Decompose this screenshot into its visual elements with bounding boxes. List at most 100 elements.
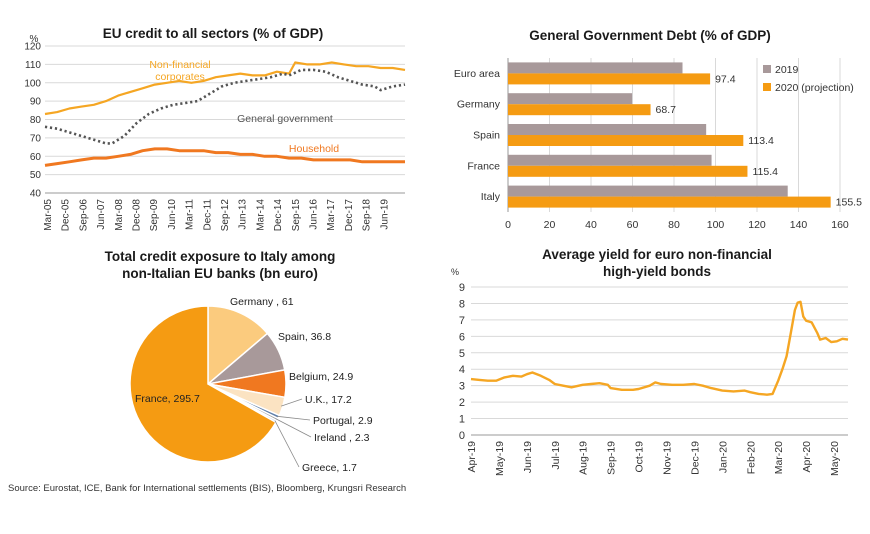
gov-debt-data-label: 113.4 [748, 135, 774, 147]
gov-debt-bar-2020 [508, 73, 711, 85]
hy-yield-x-tick: Dec-19 [689, 441, 701, 475]
gov-debt-x-tick: 140 [790, 219, 808, 231]
eu-credit-y-tick: 110 [25, 60, 41, 71]
pie-label: Spain, 36.8 [278, 331, 331, 343]
hy-yield-x-tick: Nov-19 [661, 441, 673, 475]
eu-credit-y-tick: 40 [30, 189, 42, 200]
eu-credit-x-tick: Sep-15 [291, 199, 302, 232]
gov-debt-bar-2020 [508, 196, 831, 208]
pie-slice-7 [129, 305, 277, 463]
hy-yield-x-tick: Apr-19 [466, 441, 478, 473]
italy-exposure-title-line2: non-Italian EU banks (bn euro) [122, 266, 318, 281]
hy-yield-y-tick: 0 [459, 430, 465, 442]
gov-debt-data-label: 155.5 [836, 197, 862, 209]
hy-yield-x-tick: Apr-20 [801, 441, 813, 473]
eu-credit-x-tick: Jun-10 [167, 199, 178, 230]
hy-yield-x-tick: May-19 [494, 441, 506, 476]
pie-leader-line [281, 398, 303, 407]
eu-credit-x-tick: Jun-13 [238, 199, 249, 230]
eu-credit-series-2 [44, 147, 405, 167]
pie-label: Germany , 61 [230, 296, 294, 308]
hy-yield-x-tick: Sep-19 [606, 441, 618, 475]
eu-credit-series-1 [44, 68, 406, 145]
hy-yield-y-tick: 1 [459, 414, 465, 426]
eu-credit-chart: EU credit to all sectors (% of GDP) % 40… [24, 26, 406, 232]
hy-yield-x-tick: Aug-19 [578, 441, 590, 475]
italy-exposure-chart: Total credit exposure to Italy among non… [105, 249, 373, 474]
gov-debt-x-tick: 0 [505, 219, 511, 231]
gov-debt-data-label: 115.4 [752, 166, 778, 178]
pie-leader-line [274, 420, 300, 468]
legend-label-2020: 2020 (projection) [775, 82, 854, 94]
hy-yield-y-tick: 9 [459, 282, 465, 294]
eu-credit-x-tick: Dec-14 [273, 199, 284, 232]
eu-credit-y-tick: 120 [24, 42, 41, 53]
gov-debt-bar-2019 [508, 154, 712, 166]
hy-yield-y-tick: 5 [459, 348, 465, 360]
pie-label: U.K., 17.2 [305, 394, 352, 406]
hy-yield-y-tick: 8 [459, 298, 465, 310]
gov-debt-x-tick: 60 [627, 219, 639, 231]
gov-debt-chart: General Government Debt (% of GDP) 0 20 40… [454, 28, 862, 231]
eu-credit-x-tick: Sep-06 [78, 199, 89, 232]
eu-credit-y-tick: 50 [30, 170, 42, 181]
gov-debt-x-tick: 80 [668, 219, 680, 231]
gov-debt-bar-2019 [508, 62, 683, 74]
gov-debt-bar-2020 [508, 135, 744, 146]
hy-yield-x-tick: Jan-20 [717, 441, 729, 473]
hy-yield-y-unit: % [451, 267, 459, 277]
gov-debt-bar-2020 [508, 104, 651, 116]
series-label-household: Household [289, 143, 339, 155]
gov-debt-bar-2019 [508, 124, 707, 135]
hy-yield-series [470, 300, 849, 396]
italy-exposure-title-line1: Total credit exposure to Italy among [105, 249, 336, 264]
hy-yield-x-tick: Mar-20 [773, 441, 785, 474]
gov-debt-title: General Government Debt (% of GDP) [529, 28, 771, 43]
gov-debt-x-tick: 100 [707, 219, 725, 231]
eu-credit-x-tick: Mar-11 [185, 199, 196, 230]
eu-credit-x-tick: Sep-09 [149, 199, 160, 232]
series-label-nonfin-2: corporates [155, 71, 205, 83]
eu-credit-x-tick: Jun-19 [379, 199, 390, 230]
eu-credit-y-tick: 70 [30, 133, 42, 144]
series-label-nonfin: Non-financial [149, 59, 210, 71]
pie-label: Greece, 1.7 [302, 462, 357, 474]
hy-yield-x-tick: Jul-19 [550, 441, 562, 470]
eu-credit-x-tick: Dec-11 [202, 199, 213, 231]
pie-label: Ireland , 2.3 [314, 432, 370, 444]
eu-credit-x-tick: Mar-05 [43, 199, 54, 231]
hy-yield-title-line1: Average yield for euro non-financial [542, 247, 772, 262]
gov-debt-category-label: Italy [481, 191, 501, 203]
hy-yield-x-tick: Oct-19 [634, 441, 646, 473]
gov-debt-category-label: France [467, 160, 500, 172]
gov-debt-x-tick: 20 [544, 219, 556, 231]
series-label-gov: General government [237, 113, 333, 125]
hy-yield-chart: Average yield for euro non-financial hig… [451, 247, 849, 476]
gov-debt-bar-2019 [508, 185, 788, 197]
eu-credit-x-tick: Dec-05 [61, 199, 72, 232]
hy-yield-y-tick: 6 [459, 331, 465, 343]
eu-credit-y-tick: 100 [24, 78, 41, 89]
eu-credit-x-tick: Sep-18 [362, 199, 373, 232]
eu-credit-series-0 [44, 61, 406, 116]
legend-swatch-2020 [763, 83, 771, 91]
pie-label: France, 295.7 [135, 393, 200, 405]
pie-slice-0 [207, 305, 269, 386]
legend-label-2019: 2019 [775, 64, 799, 76]
eu-credit-y-tick: 90 [30, 97, 42, 108]
hy-yield-y-tick: 4 [459, 364, 465, 376]
hy-yield-y-tick: 3 [459, 381, 465, 393]
eu-credit-x-tick: Mar-17 [326, 199, 337, 231]
pie-leader-line [277, 415, 311, 421]
pie-leader-line [275, 418, 312, 438]
eu-credit-x-tick: Mar-08 [114, 199, 125, 231]
gov-debt-data-label: 68.7 [656, 104, 677, 116]
gov-debt-category-label: Spain [473, 130, 500, 142]
gov-debt-x-tick: 40 [585, 219, 597, 231]
eu-credit-x-tick: Jun-07 [96, 199, 107, 230]
eu-credit-x-tick: Dec-08 [132, 199, 143, 232]
eu-credit-x-tick: Sep-12 [220, 199, 231, 232]
hy-yield-y-tick: 2 [459, 397, 465, 409]
eu-credit-y-unit: % [30, 34, 39, 45]
